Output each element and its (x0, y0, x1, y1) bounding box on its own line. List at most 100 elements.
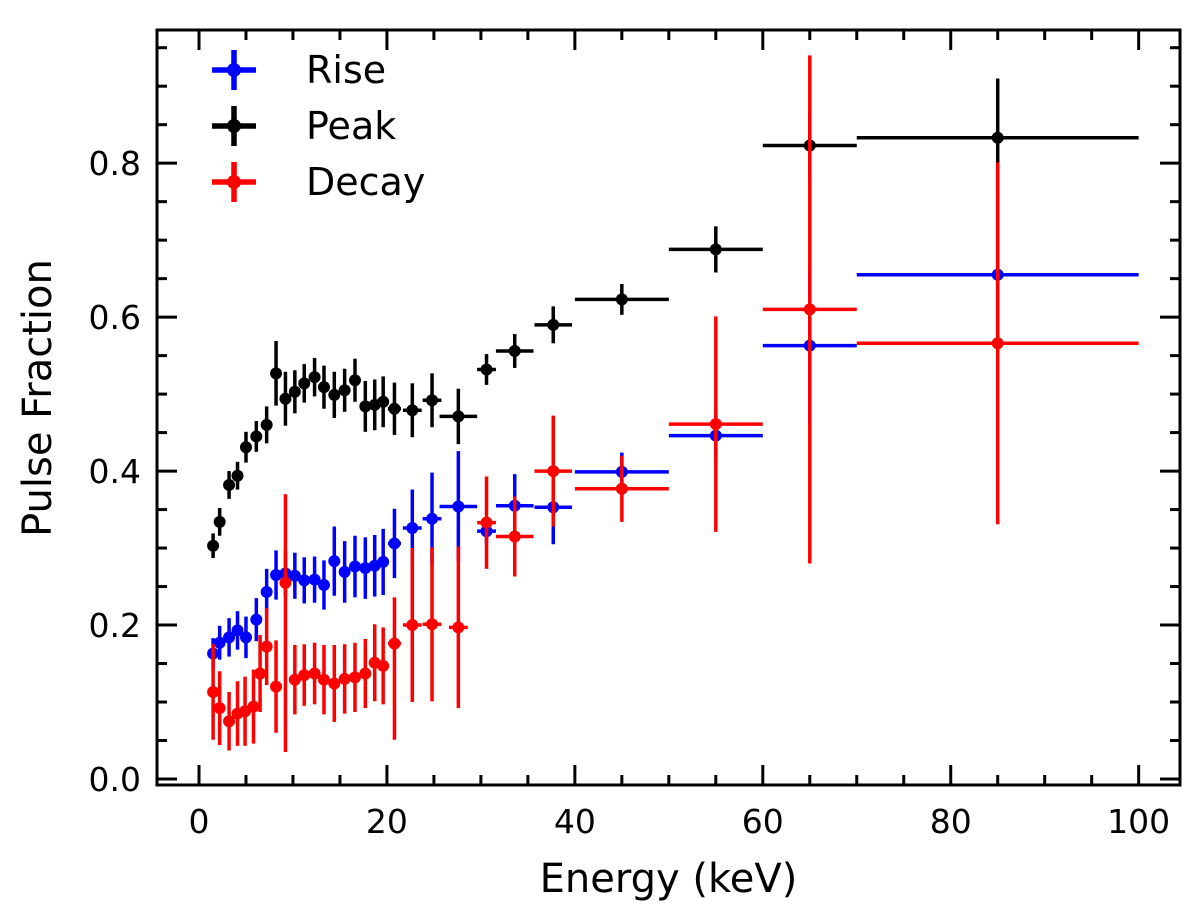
y-axis-label: Pulse Fraction (15, 259, 61, 537)
data-point (288, 569, 301, 582)
x-tick-label: 100 (1107, 802, 1170, 841)
glyph-marker (227, 119, 241, 133)
legend-label: Decay (306, 160, 426, 204)
data-point (338, 565, 351, 578)
data-point (406, 522, 419, 535)
legend: Rise Peak Decay (210, 48, 425, 216)
data-point (298, 377, 311, 390)
x-tick-label: 40 (554, 802, 596, 841)
data-point (231, 624, 244, 637)
data-point (388, 637, 401, 650)
data-point (508, 530, 521, 543)
data-point (270, 569, 283, 582)
axis-ticks (157, 30, 1180, 785)
data-point (223, 631, 236, 644)
data-point (348, 671, 361, 684)
legend-errorbar-glyph (212, 162, 256, 202)
data-point (213, 515, 226, 528)
data-point (452, 410, 465, 423)
data-point (260, 418, 273, 431)
y-tick-label: 0.0 (89, 760, 141, 799)
data-point (260, 640, 273, 653)
data-point (207, 686, 220, 699)
data-point (426, 618, 439, 631)
data-point (223, 478, 236, 491)
y-tick-label: 0.8 (89, 144, 141, 183)
data-point (452, 500, 465, 513)
data-point (270, 367, 283, 380)
legend-item-rise: Rise (210, 48, 425, 92)
data-point (452, 621, 465, 634)
x-axis-label: Energy (keV) (539, 856, 798, 902)
data-point (231, 469, 244, 482)
data-point (338, 384, 351, 397)
glyph-marker (227, 63, 241, 77)
data-point (991, 337, 1004, 350)
tick-labels: 0 20 40 60 80 100 0.0 0.2 0.4 0.6 0.8 (89, 144, 1171, 841)
data-point (308, 573, 321, 586)
data-point (480, 363, 493, 376)
data-point (317, 381, 330, 394)
glyph-marker (227, 175, 241, 189)
legend-item-decay: Decay (210, 160, 425, 204)
legend-item-peak: Peak (210, 104, 425, 148)
data-point (615, 482, 628, 495)
legend-label: Peak (306, 104, 397, 148)
data-point (250, 613, 263, 626)
data-point (991, 131, 1004, 144)
y-tick-label: 0.6 (89, 298, 141, 337)
data-point (709, 418, 722, 431)
data-point (260, 585, 273, 598)
data-point (298, 574, 311, 587)
series-decay (207, 55, 1139, 753)
x-tick-label: 80 (930, 802, 972, 841)
data-point (308, 371, 321, 384)
data-point (359, 667, 372, 680)
data-point (406, 619, 419, 632)
data-point (359, 562, 372, 575)
data-point (298, 669, 311, 682)
data-point (426, 394, 439, 407)
data-point (615, 293, 628, 306)
data-point (803, 303, 816, 316)
y-tick-label: 0.2 (89, 606, 141, 645)
data-point (223, 715, 236, 728)
data-point (270, 680, 283, 693)
data-point (328, 677, 341, 690)
data-point (348, 374, 361, 387)
data-point (279, 392, 292, 405)
data-point (317, 673, 330, 686)
data-point (480, 516, 493, 529)
data-point (388, 537, 401, 550)
data-point (709, 243, 722, 256)
data-point (279, 576, 292, 589)
data-point (359, 400, 372, 413)
data-point (213, 702, 226, 715)
data-point (377, 395, 390, 408)
x-tick-label: 20 (366, 802, 408, 841)
x-tick-label: 0 (189, 802, 210, 841)
data-point (317, 579, 330, 592)
y-tick-label: 0.4 (89, 452, 141, 491)
data-point (288, 385, 301, 398)
data-point (377, 555, 390, 568)
data-point (239, 441, 252, 454)
legend-label: Rise (306, 48, 387, 92)
data-point (328, 555, 341, 568)
data-point (388, 402, 401, 415)
data-point (328, 388, 341, 401)
legend-errorbar-glyph (212, 50, 256, 90)
data-point (338, 672, 351, 685)
data-point (288, 673, 301, 686)
data-point (426, 512, 439, 525)
data-point (254, 667, 267, 680)
legend-errorbar-glyph (212, 106, 256, 146)
data-point (348, 560, 361, 573)
data-point (213, 636, 226, 649)
data-point (207, 539, 220, 552)
data-point (308, 667, 321, 680)
data-point (508, 344, 521, 357)
data-point (247, 700, 260, 713)
